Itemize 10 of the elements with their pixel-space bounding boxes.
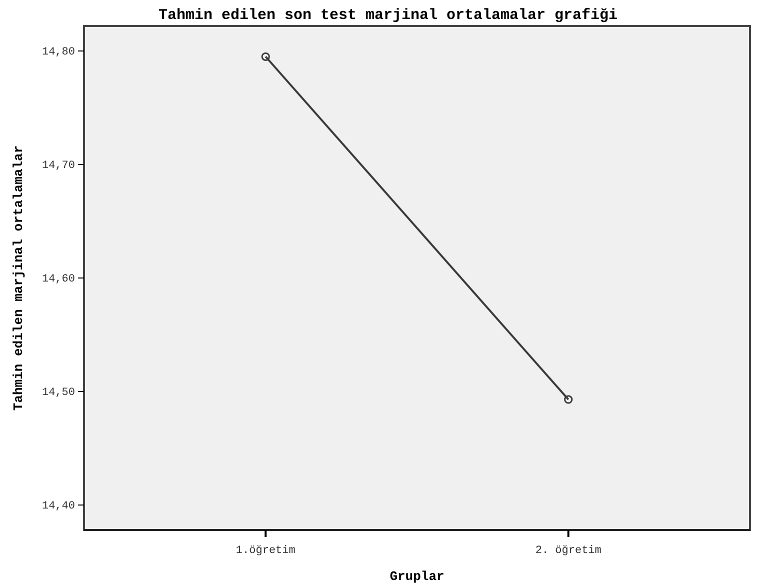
y-axis-title: Tahmin edilen marjinal ortalamalar: [11, 145, 26, 411]
y-tick-label: 14,60: [42, 274, 75, 286]
x-tick-label: 2. öğretim: [535, 545, 602, 558]
x-tick-label: 1.öğretim: [236, 545, 296, 558]
y-tick-label: 14,80: [42, 46, 75, 58]
y-tick-label: 14,40: [42, 500, 75, 513]
y-tick-label: 14,70: [42, 160, 75, 172]
x-axis-title: Gruplar: [390, 569, 444, 584]
y-tick-label: 14,50: [42, 387, 75, 400]
chart-title: Tahmin edilen son test marjinal ortalamalar grafiği: [158, 7, 618, 24]
